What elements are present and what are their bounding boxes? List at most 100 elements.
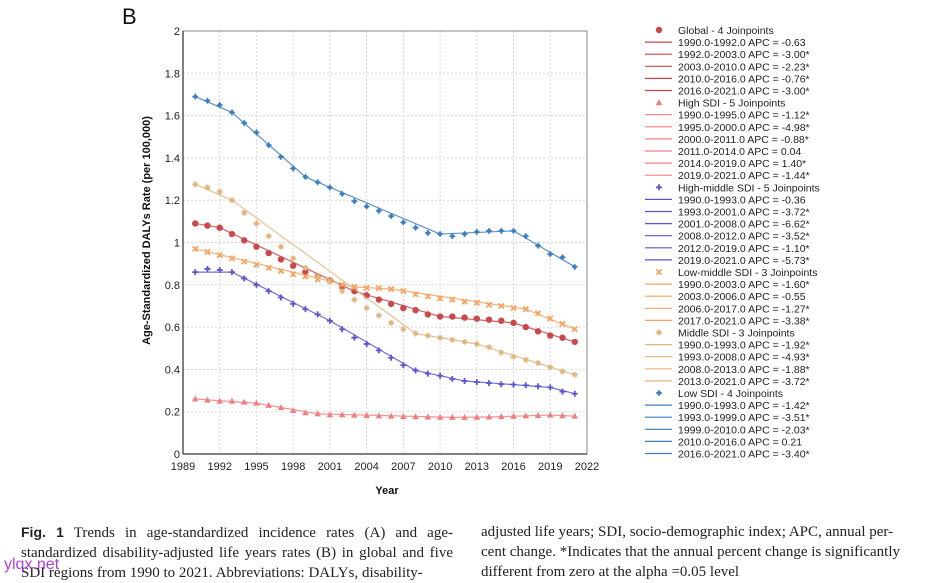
data-point bbox=[498, 381, 504, 387]
data-point bbox=[315, 179, 321, 185]
data-point bbox=[572, 264, 578, 270]
legend-segment-entry: 2008.0-2013.0 APC = -1.88* bbox=[645, 364, 810, 376]
data-point bbox=[547, 251, 553, 257]
y-tick-label: 0.6 bbox=[165, 322, 180, 334]
data-point bbox=[229, 398, 236, 404]
trend-segment bbox=[354, 287, 391, 289]
legend-segment-label: 2000.0-2011.0 APC = -0.88* bbox=[678, 134, 809, 146]
data-point bbox=[400, 219, 406, 225]
legend-segment-label: 1990.0-1993.0 APC = -0.36 bbox=[678, 194, 806, 206]
legend-segment-entry: 2011.0-2014.0 APC = 0.04 bbox=[645, 146, 801, 158]
data-point bbox=[278, 256, 284, 262]
y-tick-label: 2 bbox=[174, 26, 180, 38]
x-tick-label: 2013 bbox=[465, 461, 489, 473]
data-point bbox=[425, 311, 431, 317]
trend-segment bbox=[489, 415, 550, 417]
legend-segment-label: 2016.0-2021.0 APC = -3.00* bbox=[678, 86, 810, 98]
data-point bbox=[364, 305, 370, 311]
legend-segment-label: 2003.0-2006.0 APC = -0.55 bbox=[678, 291, 806, 303]
data-point bbox=[364, 341, 370, 347]
legend-segment-entry: 1990.0-1993.0 APC = -0.36 bbox=[645, 194, 806, 206]
data-point bbox=[192, 220, 198, 226]
legend-segment-label: 1992.0-2003.0 APC = -3.00* bbox=[678, 49, 810, 61]
data-point bbox=[400, 305, 406, 311]
data-point bbox=[229, 269, 235, 275]
legend-segment-entry: 1992.0-2003.0 APC = -3.00* bbox=[645, 49, 810, 61]
data-point bbox=[376, 296, 382, 302]
legend-segment-label: 1990.0-2003.0 APC = -1.60* bbox=[678, 279, 810, 291]
legend-segment-label: 2001.0-2008.0 APC = -6.62* bbox=[678, 219, 810, 231]
legend-segment-entry: 1990.0-1993.0 APC = -1.42* bbox=[645, 400, 810, 412]
legend-marker bbox=[656, 184, 662, 190]
caption-left-column: Fig. 1 Trends in age-standardized incide… bbox=[21, 522, 453, 583]
legend-segment-label: 1995.0-2000.0 APC = -4.98* bbox=[678, 122, 810, 134]
x-tick-label: 2022 bbox=[575, 461, 599, 473]
data-point bbox=[498, 349, 504, 355]
legend-segment-entry: 2012.0-2019.0 APC = -1.10* bbox=[645, 243, 810, 255]
legend-segment-entry: 2010.0-2016.0 APC = 0.21 bbox=[645, 436, 802, 448]
data-point bbox=[217, 224, 223, 230]
legend-segment-label: 2003.0-2010.0 APC = -2.23* bbox=[678, 61, 810, 73]
data-point bbox=[413, 225, 419, 231]
data-point bbox=[572, 372, 578, 378]
legend-segment-entry: 1999.0-2010.0 APC = -2.03* bbox=[645, 424, 810, 436]
legend-segment-label: 1990.0-1992.0 APC = -0.63 bbox=[678, 37, 806, 49]
legend-marker bbox=[656, 330, 662, 336]
legend-segment-label: 2016.0-2021.0 APC = -3.40* bbox=[678, 449, 810, 461]
data-point bbox=[400, 362, 406, 368]
data-point bbox=[535, 383, 541, 389]
trend-segment bbox=[318, 414, 453, 418]
data-point bbox=[388, 320, 394, 326]
series-5 bbox=[192, 94, 578, 270]
data-point bbox=[412, 307, 418, 313]
data-point bbox=[253, 244, 259, 250]
data-point bbox=[449, 376, 455, 382]
data-point bbox=[437, 231, 443, 237]
legend-series-entry: High SDI - 5 Joinpoints bbox=[656, 98, 786, 110]
legend-segment-entry: 1990.0-1995.0 APC = -1.12* bbox=[645, 110, 810, 122]
legend-segment-label: 1999.0-2010.0 APC = -2.03* bbox=[678, 424, 810, 436]
x-axis-title: Year bbox=[375, 485, 399, 497]
data-point bbox=[523, 382, 529, 388]
legend-segment-label: 2010.0-2016.0 APC = 0.21 bbox=[678, 436, 802, 448]
trend-segment bbox=[195, 97, 232, 113]
data-point bbox=[474, 379, 480, 385]
legend-series-entry: Global - 4 Joinpoints bbox=[656, 25, 774, 37]
data-point bbox=[523, 357, 529, 363]
legend-segment-label: 1993.0-2001.0 APC = -3.72* bbox=[678, 207, 810, 219]
legend-segment-label: 2013.0-2021.0 APC = -3.72* bbox=[678, 376, 810, 388]
data-point bbox=[290, 255, 296, 261]
x-tick-label: 2016 bbox=[501, 461, 525, 473]
data-point bbox=[253, 130, 259, 136]
legend-series-label: Middle SDI - 3 Joinpoints bbox=[678, 328, 795, 340]
legend-segment-label: 2008.0-2013.0 APC = -1.88* bbox=[678, 364, 810, 376]
legend-segment-label: 1990.0-1995.0 APC = -1.12* bbox=[678, 110, 810, 122]
trend-segment bbox=[195, 184, 232, 200]
data-point bbox=[241, 237, 247, 243]
data-point bbox=[290, 165, 296, 171]
data-point bbox=[486, 344, 492, 350]
legend-segment-label: 2019.0-2021.0 APC = -5.73* bbox=[678, 255, 810, 267]
data-point bbox=[425, 230, 431, 236]
legend-segment-entry: 2001.0-2008.0 APC = -6.62* bbox=[645, 219, 810, 231]
legend-segment-entry: 2019.0-2021.0 APC = -1.44* bbox=[645, 170, 810, 182]
legend-segment-entry: 2008.0-2012.0 APC = -3.52* bbox=[645, 231, 810, 243]
y-tick-label: 1.8 bbox=[165, 68, 180, 80]
data-point bbox=[192, 181, 198, 187]
legend-segment-entry: 2010.0-2016.0 APC = -0.76* bbox=[645, 73, 810, 85]
data-point bbox=[474, 341, 480, 347]
legend-series-label: Low SDI - 4 Joinpoints bbox=[678, 388, 783, 400]
data-point bbox=[437, 373, 443, 379]
data-point bbox=[511, 382, 517, 388]
legend-segment-entry: 2016.0-2021.0 APC = -3.00* bbox=[645, 86, 810, 98]
x-tick-label: 2001 bbox=[318, 461, 342, 473]
data-point bbox=[388, 301, 394, 307]
data-point bbox=[253, 220, 259, 226]
data-point bbox=[547, 332, 553, 338]
trend-segment bbox=[514, 231, 575, 267]
data-point bbox=[511, 228, 517, 234]
data-point bbox=[204, 266, 210, 272]
y-tick-label: 0.8 bbox=[165, 280, 180, 292]
legend-segment-label: 1990.0-1993.0 APC = -1.42* bbox=[678, 400, 810, 412]
y-tick-label: 1.4 bbox=[165, 153, 180, 165]
